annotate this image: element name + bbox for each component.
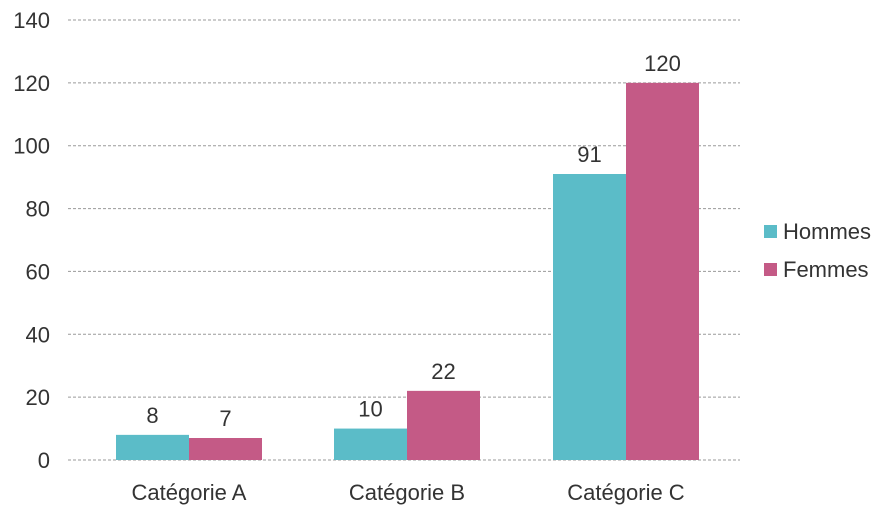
- y-tick-label: 140: [13, 8, 50, 33]
- data-label: 10: [358, 397, 382, 422]
- data-label: 7: [219, 406, 231, 431]
- y-axis-ticks: 0 20 40 60 80 100 120 140: [13, 8, 50, 473]
- legend: Hommes Femmes: [764, 219, 871, 282]
- bar: [407, 390, 480, 460]
- bar: [626, 82, 699, 460]
- data-labels: 8 7 10 22 91 120: [146, 51, 680, 431]
- x-axis-categories: Catégorie A Catégorie B Catégorie C: [132, 480, 685, 505]
- legend-label: Hommes: [783, 219, 871, 244]
- bar: [189, 438, 262, 460]
- y-tick-label: 100: [13, 134, 50, 159]
- legend-swatch: [764, 263, 777, 276]
- y-tick-label: 40: [26, 322, 50, 347]
- data-label: 91: [577, 142, 601, 167]
- legend-label: Femmes: [783, 257, 869, 282]
- bar: [334, 428, 407, 460]
- data-label: 8: [146, 403, 158, 428]
- category-label: Catégorie C: [567, 480, 685, 505]
- bar: [116, 434, 189, 460]
- y-tick-label: 60: [26, 259, 50, 284]
- data-label: 120: [644, 51, 681, 76]
- y-tick-label: 120: [13, 71, 50, 96]
- category-label: Catégorie A: [132, 480, 247, 505]
- category-label: Catégorie B: [349, 480, 465, 505]
- legend-swatch: [764, 225, 777, 238]
- y-tick-label: 20: [26, 385, 50, 410]
- y-tick-label: 80: [26, 197, 50, 222]
- y-tick-label: 0: [38, 448, 50, 473]
- bar: [553, 174, 626, 460]
- bars: [116, 82, 699, 460]
- gridlines: [68, 19, 740, 461]
- data-label: 22: [431, 359, 455, 384]
